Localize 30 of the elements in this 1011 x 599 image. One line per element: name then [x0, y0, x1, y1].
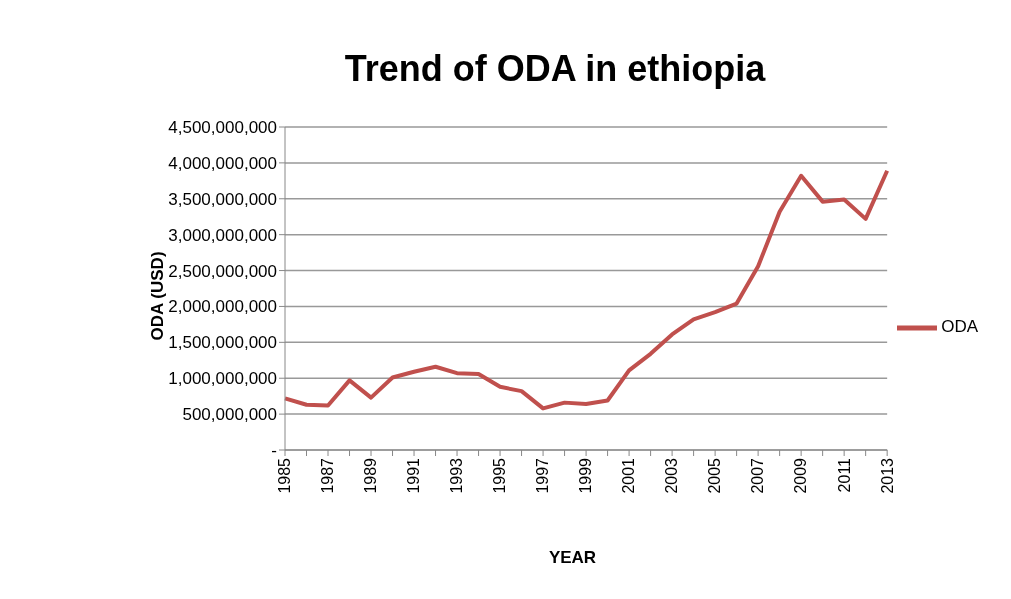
y-axis-title: ODA (USD) [148, 251, 168, 341]
y-tick-label: 3,500,000,000 [168, 189, 277, 209]
x-tick-label: 1985 [276, 457, 294, 494]
y-tick-label: 4,000,000,000 [168, 153, 277, 173]
x-tick-label: 2011 [835, 457, 853, 493]
y-tick-label: - [271, 441, 277, 461]
x-tick-label: 1993 [448, 457, 466, 494]
x-tick-label: 2003 [663, 457, 681, 494]
x-tick-label: 2009 [792, 457, 810, 494]
x-tick-label: 2007 [749, 457, 767, 494]
x-tick-label: 1991 [405, 457, 423, 494]
x-tick-label: 1995 [491, 457, 509, 494]
x-tick-label: 2005 [706, 457, 724, 494]
x-tick-label: 2013 [878, 457, 896, 494]
x-axis-title: YEAR [547, 548, 598, 568]
y-tick-label: 500,000,000 [182, 405, 277, 425]
y-tick-label: 2,500,000,000 [168, 261, 277, 281]
x-tick-label: 1989 [362, 457, 380, 494]
y-tick-label: 2,000,000,000 [168, 297, 277, 317]
line-series [283, 168, 890, 411]
legend-label: ODA [941, 317, 978, 337]
y-tick-label: 4,500,000,000 [168, 118, 277, 138]
chart-title: Trend of ODA in ethiopia [343, 48, 767, 90]
y-tick-label: 1,000,000,000 [168, 369, 277, 389]
x-tick-label: 2001 [620, 457, 638, 494]
y-tick-label: 1,500,000,000 [168, 333, 277, 353]
x-tick-label: 1987 [319, 457, 337, 494]
x-tick-label: 1997 [534, 457, 552, 494]
x-tick-label: 1999 [577, 457, 595, 494]
y-tick-label: 3,000,000,000 [168, 225, 277, 245]
